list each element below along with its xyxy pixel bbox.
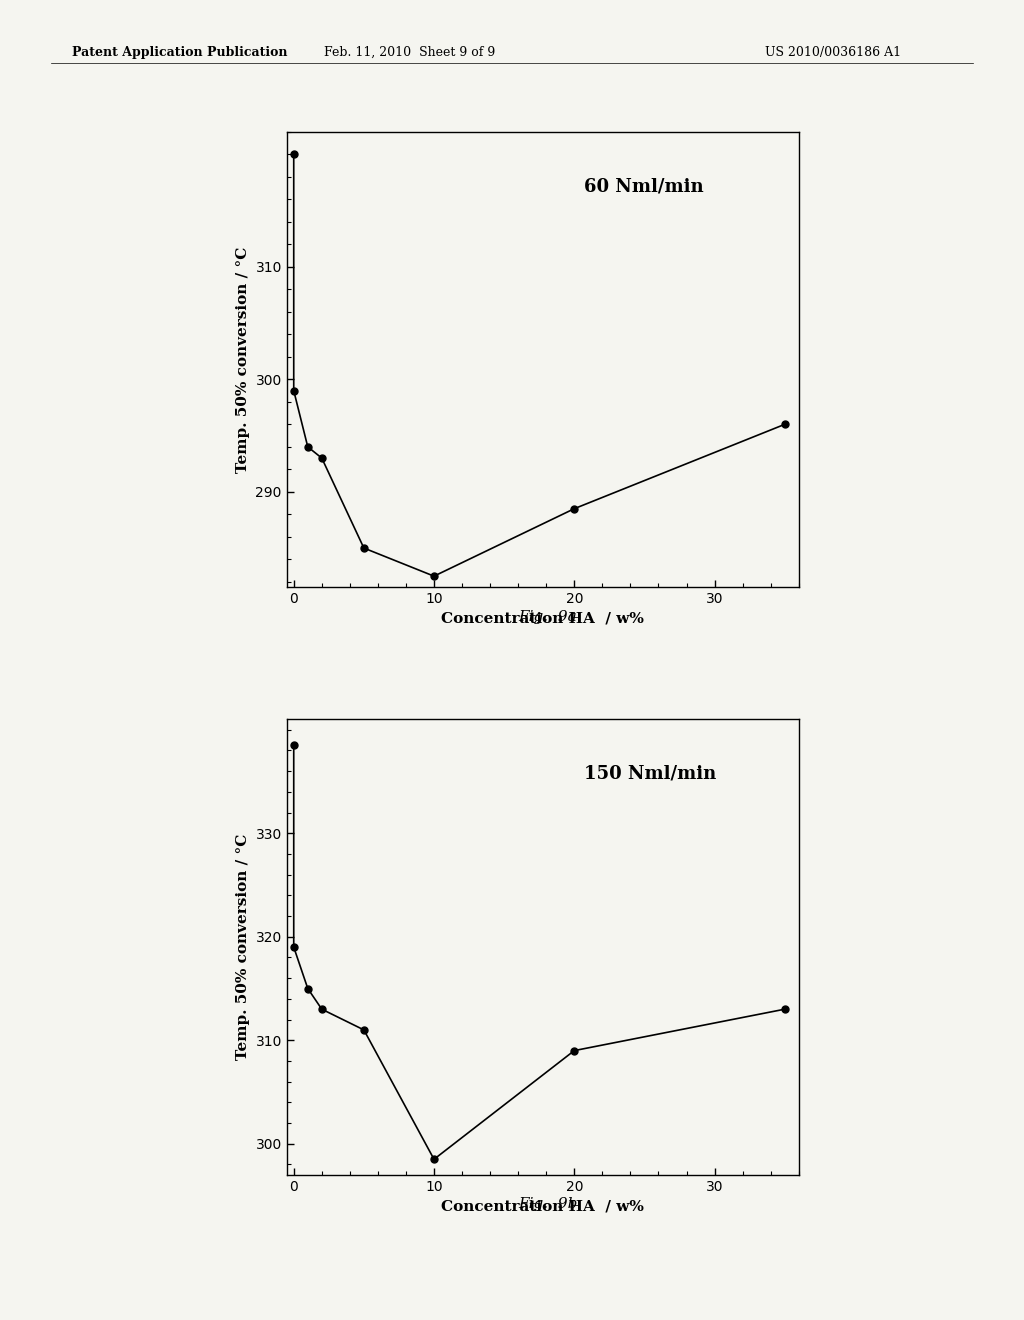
Text: Patent Application Publication: Patent Application Publication [72, 46, 287, 59]
Y-axis label: Temp. 50% conversion / °C: Temp. 50% conversion / °C [236, 247, 250, 473]
Text: 150 Nml/min: 150 Nml/min [584, 766, 716, 783]
Y-axis label: Temp. 50% conversion / °C: Temp. 50% conversion / °C [236, 834, 250, 1060]
Text: US 2010/0036186 A1: US 2010/0036186 A1 [765, 46, 901, 59]
Text: Fig.  9b: Fig. 9b [518, 1197, 578, 1212]
Text: 60 Nml/min: 60 Nml/min [584, 177, 703, 195]
Text: Fig.  9a: Fig. 9a [518, 610, 578, 624]
Text: Feb. 11, 2010  Sheet 9 of 9: Feb. 11, 2010 Sheet 9 of 9 [324, 46, 496, 59]
X-axis label: Concentration HA  / w%: Concentration HA / w% [441, 1199, 644, 1213]
X-axis label: Concentration HA  / w%: Concentration HA / w% [441, 611, 644, 626]
